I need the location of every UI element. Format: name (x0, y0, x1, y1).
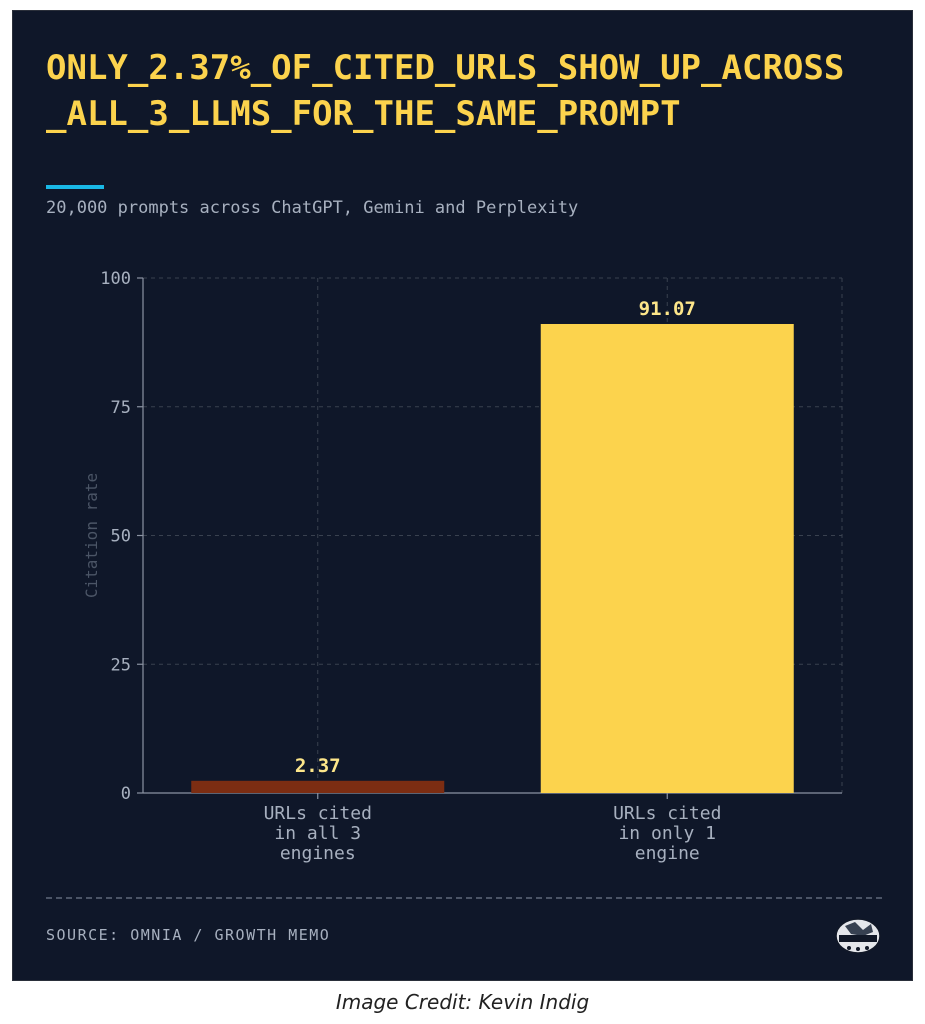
y-tick-label: 0 (121, 784, 131, 804)
bar (540, 323, 794, 793)
chart-title: ONLY_2.37%_OF_CITED_URLS_SHOW_UP_ACROSS_… (46, 48, 845, 134)
x-category-label: URLs cited in only 1 engine (613, 803, 721, 864)
bar-value-label: 91.07 (639, 298, 696, 320)
y-tick-label: 25 (111, 655, 131, 675)
y-tick-label: 75 (111, 398, 131, 418)
chart-subtitle: 20,000 prompts across ChatGPT, Gemini an… (46, 198, 579, 218)
chart-card: ONLY_2.37%_OF_CITED_URLS_SHOW_UP_ACROSS_… (12, 10, 913, 981)
x-category-label: URLs cited in all 3 engines (264, 803, 372, 864)
bar (191, 780, 445, 793)
growth-memo-logo (835, 918, 881, 954)
y-tick-label: 100 (100, 269, 131, 289)
footer-divider (46, 897, 882, 899)
source-label: SOURCE: OMNIA / GROWTH MEMO (46, 926, 331, 944)
bar-chart: 0 25 50 75 100 Citation rate 2.37 URLs cited in … (82, 269, 843, 864)
bar-value-label: 2.37 (295, 755, 341, 777)
y-axis-label: Citation rate (82, 473, 101, 598)
image-credit: Image Credit: Kevin Indig (335, 990, 590, 1014)
title-accent-bar (46, 185, 104, 189)
y-tick-label: 50 (111, 527, 131, 547)
